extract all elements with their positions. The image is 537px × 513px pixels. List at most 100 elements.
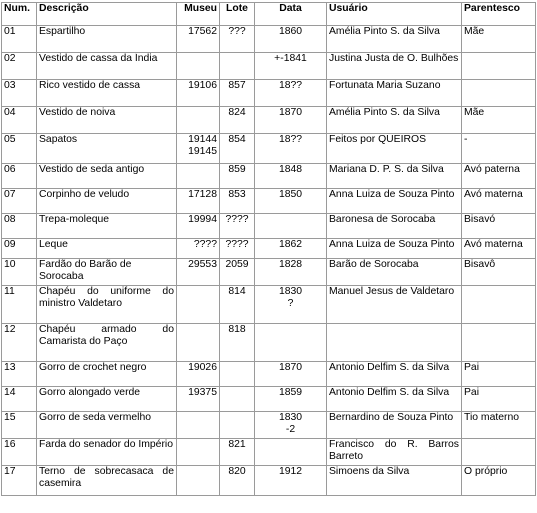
- cell-descricao-text: Vestido de seda antigo: [39, 164, 145, 176]
- cell-data: 1830?: [254, 285, 327, 324]
- cell-data: 1860: [254, 25, 327, 53]
- cell-parentesco-text: Avó paterna: [464, 164, 520, 176]
- cell-museu-text: 19106: [188, 80, 217, 92]
- header-usuario: Usuário: [326, 2, 462, 26]
- cell-museu: 17562: [176, 25, 220, 53]
- cell-data: [254, 323, 327, 362]
- cell-lote: ???: [219, 25, 255, 53]
- cell-parentesco: Pai: [461, 386, 536, 412]
- garments-table: Num. Descrição Museu Lote Data Usuário P…: [1, 2, 536, 496]
- cell-museu: 19994: [176, 213, 220, 239]
- cell-museu-text: 19994: [188, 214, 217, 226]
- cell-lote-text: 818: [228, 324, 246, 336]
- table-row: 11 Chapéu do uniforme do ministro Valdeta…: [1, 285, 536, 324]
- cell-usuario: Manuel Jesus de Valdetaro: [326, 285, 462, 324]
- cell-num-text: 16: [4, 439, 16, 451]
- cell-lote-text: 853: [228, 189, 246, 201]
- cell-lote-text: ????: [225, 239, 249, 251]
- cell-data-text: 1859: [278, 387, 303, 399]
- cell-descricao: Vestido de seda antigo: [36, 163, 177, 189]
- cell-data: 1848: [254, 163, 327, 189]
- cell-usuario-text: Bernardino de Souza Pinto: [329, 412, 454, 424]
- cell-usuario: Amélia Pinto S. da Silva: [326, 106, 462, 134]
- cell-descricao: Vestido de noiva: [36, 106, 177, 134]
- cell-lote: 814: [219, 285, 255, 324]
- cell-num: 03: [1, 79, 37, 107]
- cell-usuario: Justina Justa de O. Bulhões: [326, 52, 462, 80]
- cell-data: 1870: [254, 106, 327, 134]
- cell-num-text: 07: [4, 189, 16, 201]
- cell-parentesco: Avó paterna: [461, 163, 536, 189]
- cell-data-text: 1860: [278, 26, 303, 38]
- header-museu: Museu: [176, 2, 220, 26]
- cell-descricao-text: Terno de sobrecasaca de casemira: [39, 466, 174, 490]
- cell-descricao: Espartilho: [36, 25, 177, 53]
- cell-num: 04: [1, 106, 37, 134]
- cell-parentesco-text: Bisavó: [464, 214, 496, 226]
- cell-data: [254, 438, 327, 466]
- cell-lote: 2059: [219, 258, 255, 286]
- cell-data-text: 1850: [278, 189, 303, 201]
- cell-museu: [176, 438, 220, 466]
- cell-lote: [219, 52, 255, 80]
- cell-data: 18??: [254, 133, 327, 164]
- cell-usuario-text: Baronesa de Sorocaba: [329, 214, 436, 226]
- cell-lote-text: 2059: [225, 259, 249, 271]
- header-data: Data: [254, 2, 327, 26]
- header-parentesco: Parentesco: [461, 2, 536, 26]
- cell-data-text: +-1841: [274, 53, 307, 65]
- cell-usuario-text: Fortunata Maria Suzano: [329, 80, 441, 92]
- cell-museu-text: 29553: [188, 259, 217, 271]
- cell-num-text: 08: [4, 214, 16, 226]
- cell-museu: [176, 106, 220, 134]
- cell-usuario: Simoens da Silva: [326, 465, 462, 496]
- cell-descricao-text: Farda do senador do Império: [39, 439, 174, 451]
- cell-descricao-text: Vestido de noiva: [39, 107, 116, 119]
- cell-num-text: 09: [4, 239, 16, 251]
- cell-parentesco: Mãe: [461, 25, 536, 53]
- cell-usuario: Antonio Delfim S. da Silva: [326, 361, 462, 387]
- cell-lote-text: 859: [228, 164, 246, 176]
- cell-data: [254, 213, 327, 239]
- cell-usuario-text: Amélia Pinto S. da Silva: [329, 26, 440, 38]
- cell-num-text: 03: [4, 80, 16, 92]
- cell-museu: [176, 52, 220, 80]
- cell-data-text: 18??: [278, 80, 303, 92]
- cell-museu-text: 17562: [188, 26, 217, 38]
- cell-museu-text: 19026: [188, 362, 217, 374]
- cell-num: 05: [1, 133, 37, 164]
- cell-parentesco: Tio materno: [461, 411, 536, 439]
- cell-num: 02: [1, 52, 37, 80]
- cell-museu: 19144 19145: [176, 133, 220, 164]
- cell-num-text: 05: [4, 134, 16, 146]
- cell-lote: [219, 361, 255, 387]
- cell-descricao-text: Gorro de seda vermelho: [39, 412, 152, 424]
- table-row: 08 Trepa-moleque 19994???? Baronesa de Soro…: [1, 213, 536, 239]
- cell-parentesco-text: -: [464, 134, 468, 146]
- cell-parentesco-text: Avó materna: [464, 189, 523, 201]
- cell-museu: 19375: [176, 386, 220, 412]
- cell-lote-text: 854: [228, 134, 246, 146]
- cell-num: 07: [1, 188, 37, 214]
- cell-lote: 821: [219, 438, 255, 466]
- cell-descricao: Farda do senador do Império: [36, 438, 177, 466]
- cell-parentesco: Mãe: [461, 106, 536, 134]
- header-descricao: Descrição: [36, 2, 177, 26]
- cell-parentesco: Avó materna: [461, 238, 536, 259]
- cell-num: 11: [1, 285, 37, 324]
- cell-usuario-text: Francisco do R. Barros Barreto: [329, 439, 459, 463]
- cell-data: +-1841: [254, 52, 327, 80]
- cell-num-text: 14: [4, 387, 16, 399]
- cell-parentesco: [461, 52, 536, 80]
- cell-descricao: Gorro de crochet negro: [36, 361, 177, 387]
- cell-lote-text: 814: [228, 286, 246, 298]
- cell-lote: ????: [219, 213, 255, 239]
- cell-parentesco: Pai: [461, 361, 536, 387]
- cell-num-text: 06: [4, 164, 16, 176]
- cell-parentesco: -: [461, 133, 536, 164]
- cell-parentesco-text: Avó materna: [464, 239, 523, 251]
- cell-num: 01: [1, 25, 37, 53]
- cell-usuario-text: Antonio Delfim S. da Silva: [329, 362, 450, 374]
- table-row: 17 Terno de sobrecasaca de casemira 820 191…: [1, 465, 536, 496]
- cell-parentesco: Bisavô: [461, 258, 536, 286]
